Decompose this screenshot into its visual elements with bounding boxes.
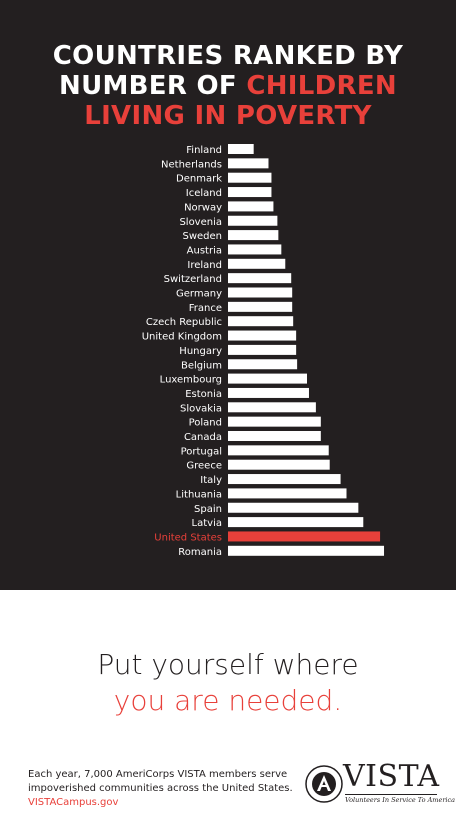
vista-logo: VISTA Volunteers In Service To America	[305, 760, 456, 810]
bar-united-states	[228, 531, 381, 542]
bar-slovakia	[228, 402, 316, 413]
bar-hungary	[228, 344, 297, 355]
bar-ireland	[228, 258, 286, 269]
bar-latvia	[228, 517, 364, 528]
bar-germany	[228, 287, 293, 298]
category-label-lithuania: Lithuania	[176, 489, 222, 500]
chart-title-line2: NUMBER OF CHILDREN	[0, 72, 456, 101]
category-label-slovakia: Slovakia	[180, 403, 222, 414]
category-label-ireland: Ireland	[187, 260, 222, 271]
category-label-norway: Norway	[184, 202, 222, 213]
bar-luxembourg	[228, 373, 307, 384]
bar-spain	[228, 502, 359, 513]
tagline-line1: Put yourself where	[97, 648, 359, 681]
bar-france	[228, 301, 293, 312]
title-text-2: NUMBER OF	[59, 71, 237, 101]
bar-finland	[228, 144, 254, 154]
category-label-hungary: Hungary	[179, 346, 222, 357]
category-label-luxembourg: Luxembourg	[160, 375, 222, 386]
title-text-1: COUNTRIES RANKED BY	[52, 41, 404, 71]
category-label-sweden: Sweden	[182, 231, 222, 242]
bar-canada	[228, 431, 321, 441]
bar-austria	[228, 244, 282, 255]
bar-italy	[228, 474, 341, 485]
bar-switzerland	[228, 273, 292, 284]
category-label-united-states: United States	[154, 532, 222, 543]
bar-czech-republic	[228, 316, 294, 327]
category-label-finland: Finland	[186, 145, 222, 156]
bar-united-kingdom	[228, 330, 297, 341]
bar-greece	[228, 459, 330, 470]
category-label-france: France	[189, 303, 222, 314]
bar-iceland	[228, 187, 272, 198]
bar-denmark	[228, 172, 272, 183]
title-highlight-children: CHILDREN	[246, 71, 397, 101]
category-label-slovenia: Slovenia	[179, 217, 222, 228]
category-label-estonia: Estonia	[185, 389, 222, 400]
category-label-latvia: Latvia	[192, 518, 222, 529]
category-label-canada: Canada	[184, 432, 222, 443]
title-highlight-poverty: LIVING IN POVERTY	[84, 101, 372, 131]
chart-title-line3: LIVING IN POVERTY	[0, 102, 456, 131]
tagline-line2: you are needed.	[113, 684, 343, 717]
chart-title-line1: COUNTRIES RANKED BY	[0, 42, 456, 71]
bar-lithuania	[228, 488, 347, 499]
bar-romania	[228, 545, 385, 556]
category-label-germany: Germany	[176, 289, 222, 300]
footer-link[interactable]: VISTACampus.gov	[28, 797, 119, 808]
category-label-iceland: Iceland	[186, 188, 222, 199]
category-label-greece: Greece	[186, 461, 222, 472]
category-label-spain: Spain	[194, 504, 222, 515]
bar-sweden	[228, 230, 279, 241]
category-label-poland: Poland	[189, 418, 222, 429]
category-label-austria: Austria	[187, 245, 222, 256]
bar-poland	[228, 416, 321, 427]
bar-portugal	[228, 445, 329, 456]
bar-belgium	[228, 359, 298, 370]
category-label-united-kingdom: United Kingdom	[142, 332, 222, 343]
bar-estonia	[228, 387, 309, 398]
category-label-belgium: Belgium	[181, 360, 222, 371]
category-label-italy: Italy	[200, 475, 222, 486]
category-label-portugal: Portugal	[181, 446, 222, 457]
bar-norway	[228, 201, 274, 212]
category-label-czech-republic: Czech Republic	[146, 317, 222, 328]
category-label-switzerland: Switzerland	[164, 274, 222, 285]
vista-wordmark: VISTA	[343, 759, 440, 794]
bar-netherlands	[228, 158, 269, 169]
americorps-seal-icon	[305, 765, 343, 803]
category-label-romania: Romania	[178, 547, 222, 558]
bar-chart: Finland Netherlands Denmark Iceland Norway Sl…	[142, 144, 385, 558]
category-label-netherlands: Netherlands	[161, 159, 222, 170]
category-label-denmark: Denmark	[176, 174, 222, 185]
vista-subtitle: Volunteers In Service To America	[345, 794, 456, 804]
bar-slovenia	[228, 215, 278, 226]
footer-description: Each year, 7,000 AmeriCorps VISTA member…	[28, 769, 293, 794]
